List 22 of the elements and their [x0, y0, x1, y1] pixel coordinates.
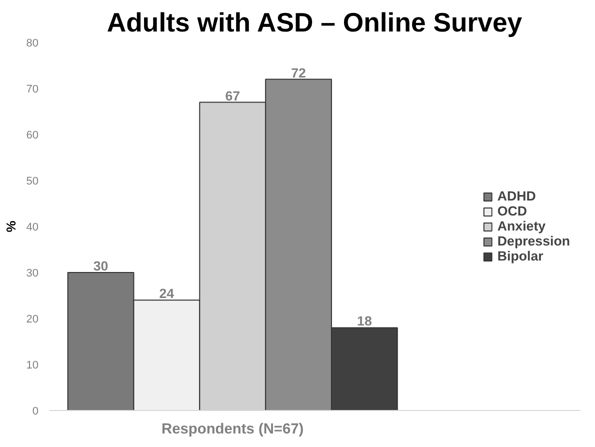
y-tick-label: 20 [26, 314, 39, 326]
y-tick-label: 60 [26, 130, 39, 142]
y-tick-label: 40 [26, 222, 39, 234]
data-label: 67 [225, 88, 240, 104]
y-tick-label: 10 [26, 360, 39, 372]
y-tick-label: 70 [26, 84, 39, 96]
data-label: 18 [357, 314, 372, 329]
y-axis-title: % [3, 220, 18, 232]
legend-label: OCD [497, 204, 528, 218]
y-tick-label: 50 [26, 176, 39, 188]
legend-label: Anxiety [497, 218, 546, 234]
data-label: 30 [93, 258, 108, 274]
legend-label: Bipolar [497, 248, 544, 264]
x-tick-label: Respondents (N=67) [162, 422, 304, 438]
data-label: 24 [159, 286, 175, 302]
legend-label: Depression [497, 234, 570, 248]
chart-title: Adults with ASD – Online Survey [106, 8, 522, 38]
legend-label: ADHD [497, 188, 536, 204]
y-tick-label: 30 [26, 268, 39, 280]
y-tick-label: 0 [32, 406, 39, 418]
data-label: 72 [291, 65, 306, 80]
y-tick-label: 80 [26, 38, 39, 50]
